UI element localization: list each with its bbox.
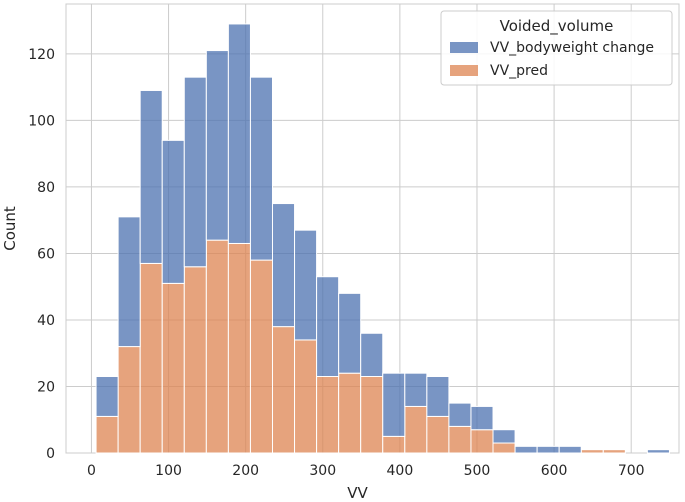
- bar-vv-pred: [294, 339, 318, 454]
- bar-vv-pred: [95, 415, 119, 454]
- bar-vv-bodyweight-change: [161, 139, 185, 284]
- y-tick-label: 120: [28, 47, 55, 63]
- bar-vv-bodyweight-change: [338, 292, 362, 374]
- x-axis-label: VV: [347, 484, 368, 502]
- x-tick-label: 300: [309, 463, 336, 479]
- bar-vv-pred: [382, 435, 406, 454]
- legend-box: [440, 10, 673, 86]
- bar-vv-bodyweight-change: [139, 89, 163, 264]
- legend-swatch: [450, 65, 478, 76]
- bar-vv-bodyweight-change: [492, 429, 516, 444]
- bar-vv-bodyweight-change: [470, 405, 494, 431]
- y-axis-label: Count: [1, 206, 19, 251]
- bar-vv-bodyweight-change: [426, 376, 450, 417]
- bar-vv-bodyweight-change: [227, 23, 251, 244]
- bars: [95, 23, 670, 454]
- bar-vv-pred: [426, 415, 450, 454]
- bar-vv-pred: [117, 346, 141, 454]
- legend-label: VV_bodyweight change: [490, 40, 654, 56]
- bar-vv-bodyweight-change: [249, 76, 273, 261]
- bar-vv-bodyweight-change: [316, 276, 340, 378]
- bar-vv-bodyweight-change: [294, 229, 318, 341]
- y-tick-label: 40: [37, 313, 55, 329]
- y-tick-label: 0: [46, 446, 55, 462]
- x-tick-label: 600: [541, 463, 568, 479]
- bar-vv-bodyweight-change: [183, 76, 207, 268]
- bar-vv-bodyweight-change: [360, 332, 384, 378]
- y-tick-label: 20: [37, 379, 55, 395]
- bar-vv-pred: [205, 239, 229, 454]
- bar-vv-pred: [580, 449, 604, 454]
- bar-vv-pred: [161, 282, 185, 454]
- bar-vv-pred: [183, 266, 207, 454]
- bar-vv-bodyweight-change: [558, 445, 582, 454]
- x-tick-label: 0: [87, 463, 96, 479]
- bar-vv-bodyweight-change: [95, 376, 119, 417]
- y-tick-labels: 0 20 40 60 80 100 120: [28, 47, 55, 462]
- y-tick-label: 100: [28, 113, 55, 129]
- bar-vv-pred: [404, 405, 428, 454]
- bar-vv-pred: [470, 429, 494, 454]
- legend-title: Voided_volume: [500, 17, 614, 36]
- legend-items: VV_bodyweight change VV_pred: [450, 40, 654, 79]
- x-tick-label: 700: [618, 463, 645, 479]
- y-tick-label: 60: [37, 246, 55, 262]
- bar-vv-pred: [271, 326, 296, 454]
- bar-vv-pred: [338, 372, 362, 454]
- bar-vv-bodyweight-change: [514, 445, 538, 454]
- bar-vv-bodyweight-change: [448, 402, 472, 427]
- bar-vv-bodyweight-change: [404, 372, 428, 407]
- bar-vv-pred: [448, 425, 472, 454]
- x-tick-label: 200: [232, 463, 259, 479]
- bar-vv-bodyweight-change: [271, 203, 296, 328]
- x-tick-label: 400: [387, 463, 414, 479]
- x-tick-label: 500: [464, 463, 491, 479]
- bar-vv-bodyweight-change: [382, 372, 406, 437]
- legend-swatch: [450, 42, 478, 53]
- bar-vv-pred: [602, 449, 626, 454]
- bar-vv-pred: [139, 262, 163, 454]
- bar-vv-bodyweight-change: [205, 50, 229, 241]
- x-tick-labels: 0 100 200 300 400 500 600 700: [87, 463, 645, 479]
- legend-label: VV_pred: [490, 63, 548, 79]
- legend: Voided_volume VV_bodyweight change VV_pre…: [440, 10, 673, 86]
- bar-vv-pred: [227, 242, 251, 454]
- bar-vv-bodyweight-change: [117, 216, 141, 348]
- bar-vv-pred: [316, 376, 340, 454]
- bar-vv-pred: [249, 259, 273, 454]
- x-tick-label: 100: [155, 463, 182, 479]
- y-tick-label: 80: [37, 180, 55, 196]
- bar-vv-pred: [360, 376, 384, 454]
- bar-vv-bodyweight-change: [536, 445, 560, 454]
- bar-vv-pred: [492, 442, 516, 454]
- bar-vv-bodyweight-change: [646, 449, 670, 454]
